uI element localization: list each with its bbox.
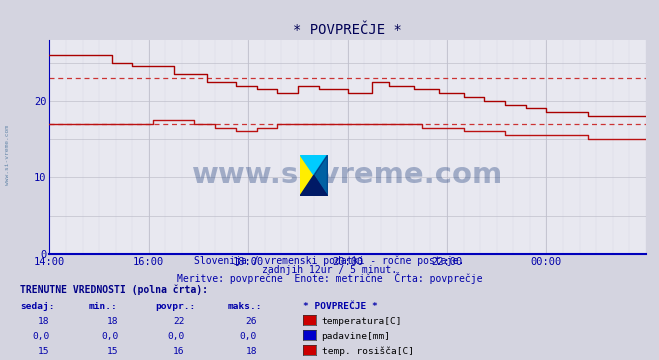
Text: 16: 16 [173, 347, 185, 356]
Polygon shape [300, 175, 328, 196]
Text: min.:: min.: [89, 302, 118, 311]
Text: povpr.:: povpr.: [155, 302, 195, 311]
Text: www.si-vreme.com: www.si-vreme.com [5, 125, 11, 185]
Text: * POVPREČJE *: * POVPREČJE * [303, 302, 378, 311]
Text: temperatura[C]: temperatura[C] [322, 317, 402, 326]
Text: temp. rosišča[C]: temp. rosišča[C] [322, 346, 414, 356]
Title: * POVPREČJE *: * POVPREČJE * [293, 23, 402, 37]
Text: 18: 18 [246, 347, 257, 356]
Text: TRENUTNE VREDNOSTI (polna črta):: TRENUTNE VREDNOSTI (polna črta): [20, 285, 208, 296]
Text: www.si-vreme.com: www.si-vreme.com [192, 161, 503, 189]
Text: maks.:: maks.: [227, 302, 262, 311]
Polygon shape [314, 155, 328, 196]
Text: Meritve: povprečne  Enote: metrične  Črta: povprečje: Meritve: povprečne Enote: metrične Črta:… [177, 272, 482, 284]
Polygon shape [300, 155, 328, 196]
Text: Slovenija / vremenski podatki - ročne postaje.: Slovenija / vremenski podatki - ročne po… [194, 255, 465, 266]
Polygon shape [300, 155, 328, 196]
Text: 0,0: 0,0 [101, 332, 119, 341]
Text: 18: 18 [107, 317, 119, 326]
Text: zadnjih 12ur / 5 minut.: zadnjih 12ur / 5 minut. [262, 265, 397, 275]
Text: 22: 22 [173, 317, 185, 326]
Text: padavine[mm]: padavine[mm] [322, 332, 391, 341]
Text: 18: 18 [38, 317, 49, 326]
Text: sedaj:: sedaj: [20, 302, 54, 311]
Text: 0,0: 0,0 [167, 332, 185, 341]
Text: 0,0: 0,0 [32, 332, 49, 341]
Text: 15: 15 [107, 347, 119, 356]
Text: 15: 15 [38, 347, 49, 356]
Text: 26: 26 [246, 317, 257, 326]
Text: 0,0: 0,0 [240, 332, 257, 341]
